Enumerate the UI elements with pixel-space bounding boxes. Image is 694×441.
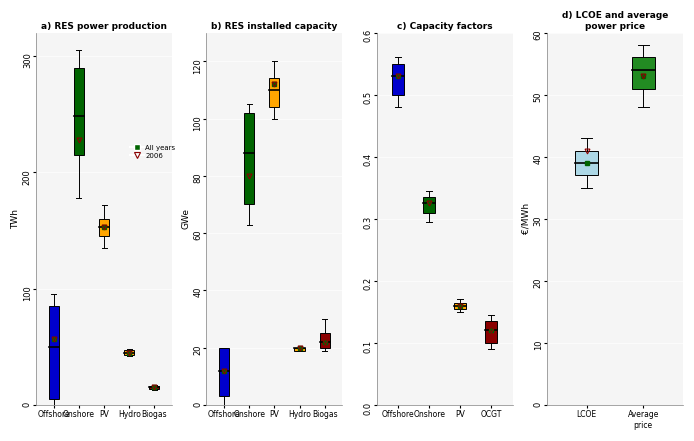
Legend: All years, 2006: All years, 2006: [130, 145, 176, 159]
Bar: [74, 67, 84, 155]
Bar: [485, 321, 497, 343]
Bar: [575, 150, 598, 176]
Bar: [632, 57, 654, 89]
Bar: [149, 386, 160, 389]
Bar: [294, 348, 305, 351]
Bar: [219, 348, 229, 396]
Y-axis label: GWe: GWe: [181, 208, 190, 229]
Bar: [124, 350, 134, 355]
Bar: [49, 306, 59, 399]
Y-axis label: €/MWh: €/MWh: [522, 203, 531, 234]
Bar: [320, 333, 330, 348]
Bar: [244, 113, 254, 205]
Title: b) RES installed capacity: b) RES installed capacity: [211, 22, 337, 30]
Bar: [423, 197, 435, 213]
Title: a) RES power production: a) RES power production: [41, 22, 167, 30]
Bar: [454, 303, 466, 309]
Title: d) LCOE and average
power price: d) LCOE and average power price: [561, 11, 668, 30]
Bar: [99, 219, 109, 236]
Bar: [269, 78, 280, 107]
Title: c) Capacity factors: c) Capacity factors: [397, 22, 493, 30]
Bar: [392, 64, 405, 95]
Y-axis label: TWh: TWh: [11, 209, 20, 229]
